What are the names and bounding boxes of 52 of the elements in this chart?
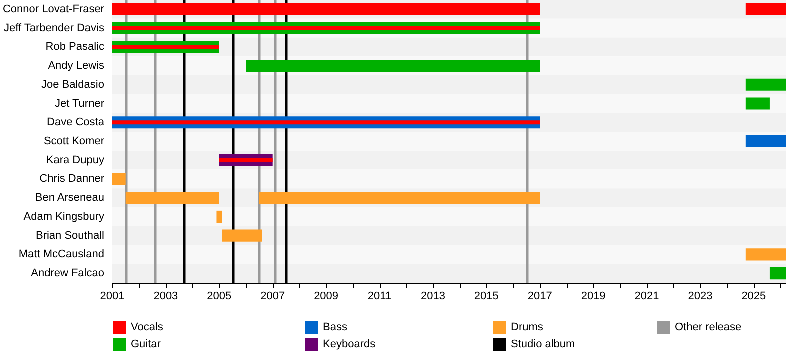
x-tick-label: 2017	[528, 290, 552, 302]
y-tick-label: Adam Kingsbury	[24, 210, 105, 223]
bar	[112, 120, 540, 125]
bar	[746, 98, 770, 110]
bar	[746, 78, 786, 91]
bar	[222, 230, 262, 242]
y-tick-label: Kara Dupuy	[46, 154, 105, 166]
x-tick-label: 2003	[154, 290, 178, 302]
bar	[112, 173, 126, 186]
y-tick-label: Rob Pasalic	[46, 41, 105, 54]
x-tick-label: 2001	[100, 290, 125, 302]
bar	[112, 26, 540, 30]
x-tick-label: 2021	[634, 290, 660, 302]
y-tick-label: Andy Lewis	[48, 60, 105, 72]
x-tick-label: 2009	[314, 290, 339, 302]
y-tick-label: Dave Costa	[47, 116, 106, 129]
bar	[246, 60, 540, 72]
x-tick-label: 2023	[688, 290, 713, 302]
x-tick-label: 2015	[474, 290, 499, 302]
bar	[126, 192, 220, 204]
bar	[112, 3, 540, 16]
legend-label: Other release	[675, 322, 742, 334]
legend-label: Vocals	[131, 322, 164, 334]
legend-label: Studio album	[511, 338, 576, 350]
legend-label: Drums	[511, 322, 544, 334]
x-tick-label: 2007	[260, 290, 286, 302]
x-tick-label: 2019	[581, 290, 606, 302]
x-tick-label: 2025	[742, 290, 766, 302]
bar	[216, 210, 222, 224]
y-tick-label: Brian Southall	[36, 230, 104, 242]
bar	[219, 158, 273, 162]
y-tick-label: Ben Arseneau	[35, 192, 104, 204]
y-tick-label: Scott Komer	[44, 136, 105, 148]
y-tick-label: Connor Lovat-Fraser	[2, 3, 105, 16]
bar	[259, 192, 540, 204]
y-tick-label: Matt McCausland	[18, 248, 104, 261]
y-tick-label: Andrew Falcao	[31, 268, 104, 280]
bar	[770, 268, 786, 280]
bar	[746, 3, 786, 16]
y-tick-label: Jet Turner	[54, 98, 105, 110]
bar	[112, 45, 220, 50]
y-tick-label: Chris Danner	[40, 173, 105, 186]
bar	[746, 248, 786, 261]
legend-label: Bass	[323, 322, 348, 334]
legend-label: Guitar	[131, 338, 162, 350]
legend-label: Keyboards	[323, 338, 376, 350]
y-tick-label: Joe Baldasio	[41, 78, 104, 91]
x-tick-label: 2005	[207, 290, 232, 302]
x-tick-label: 2013	[420, 290, 446, 302]
y-tick-label: Jeff Tarbender Davis	[4, 22, 105, 34]
x-tick-label: 2011	[368, 290, 392, 302]
bar	[746, 135, 786, 148]
